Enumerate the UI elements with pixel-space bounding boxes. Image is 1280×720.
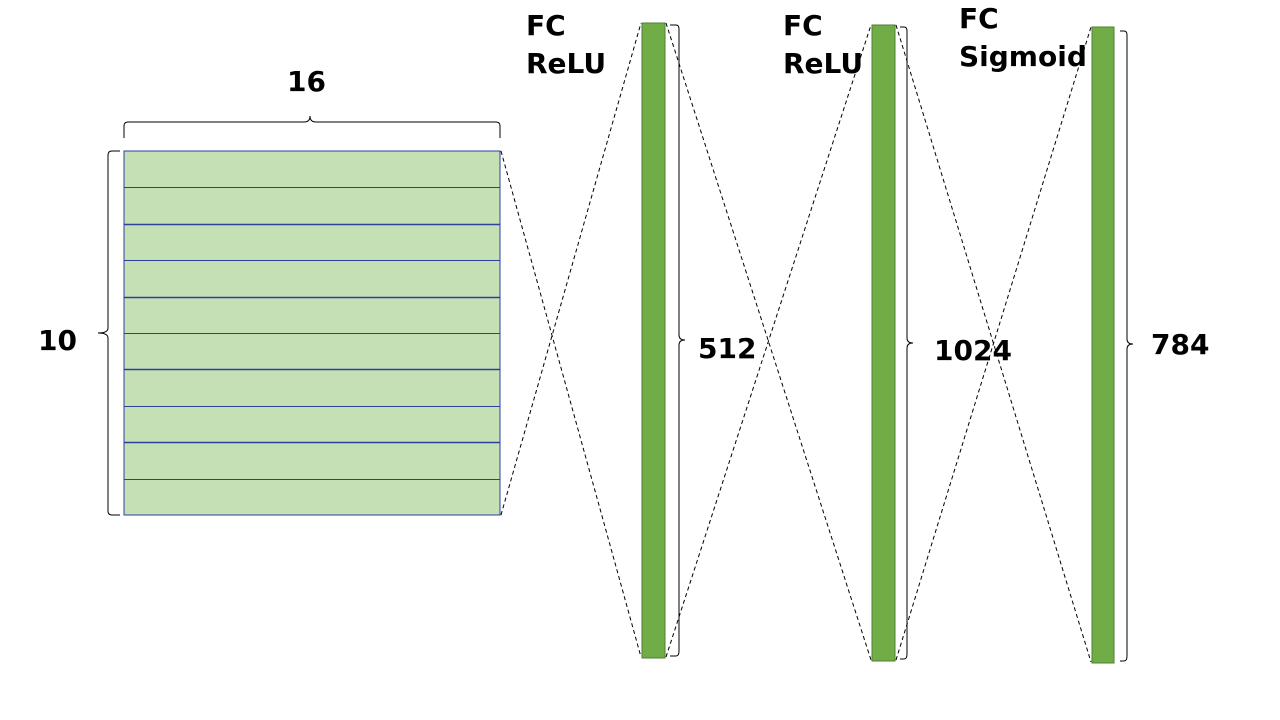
connection-line xyxy=(500,22,642,516)
layer-1-activation: ReLU xyxy=(526,47,607,80)
layer-3-bar xyxy=(1091,26,1115,664)
layer-3-type: FC xyxy=(959,2,999,35)
connections-layer1-layer2 xyxy=(665,22,872,661)
layer-3-activation: Sigmoid xyxy=(959,40,1087,73)
layer-2-size: 1024 xyxy=(934,334,1012,367)
layer-1-brace xyxy=(670,24,686,657)
connections-input-layer1 xyxy=(500,22,642,658)
input-width-brace xyxy=(123,115,501,138)
connection-line xyxy=(895,26,1092,661)
connections-layer2-layer3 xyxy=(895,24,1092,663)
input-matrix xyxy=(123,150,501,516)
layer-2-type: FC xyxy=(783,9,823,42)
input-matrix-rows xyxy=(124,187,500,480)
layer-3-size: 784 xyxy=(1151,328,1210,361)
connection-line xyxy=(895,24,1092,663)
input-height-brace xyxy=(97,150,120,516)
connection-line xyxy=(500,150,642,658)
input-height-label: 10 xyxy=(38,324,77,357)
layer-1-bar xyxy=(641,22,666,659)
layer-1-size: 512 xyxy=(698,332,757,365)
layer-2-activation: ReLU xyxy=(783,47,864,80)
layer-2-brace xyxy=(900,26,914,660)
connection-line xyxy=(665,24,872,658)
input-width-label: 16 xyxy=(287,65,326,98)
layer-3-brace xyxy=(1120,30,1134,662)
layer-1-type: FC xyxy=(526,9,566,42)
layer-2-bar xyxy=(871,24,896,662)
